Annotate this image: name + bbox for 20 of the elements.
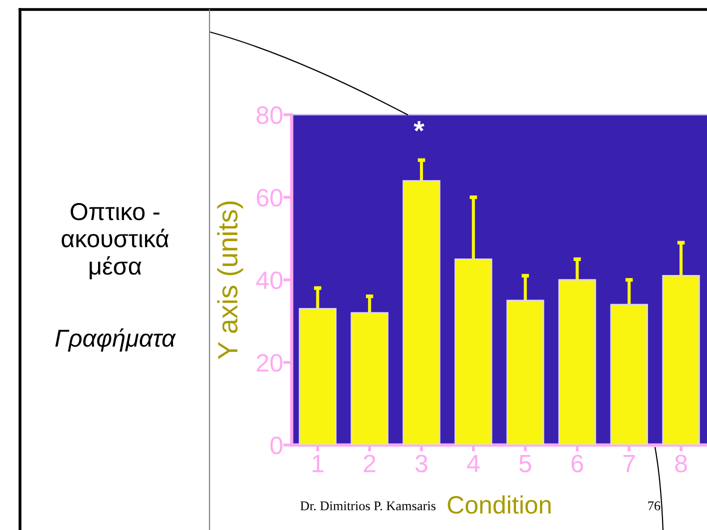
annotation: * — [414, 121, 424, 132]
x-tick-label: 2 — [364, 454, 376, 472]
text: Οπτικο - ακουστικά μέσα — [62, 203, 169, 280]
x-axis-title: Condition — [448, 495, 551, 514]
y-tick-label: 0 — [270, 436, 282, 454]
y-tick-label: 80 — [256, 106, 282, 124]
y-tick-label: 40 — [256, 271, 282, 290]
y-axis-title: Y axis (units) — [217, 202, 244, 360]
x-tick-label: 5 — [519, 454, 532, 472]
x-tick-label: 4 — [467, 454, 480, 472]
text: Dr. Dimitrios P. Kamsaris — [300, 501, 436, 510]
x-tick-label: 6 — [572, 454, 584, 472]
x-tick-label: 3 — [415, 454, 428, 472]
x-tick-label: 8 — [675, 454, 687, 472]
y-tick-label: 20 — [256, 354, 282, 372]
y-tick-label: 60 — [256, 188, 282, 207]
x-tick-label: 7 — [623, 454, 635, 472]
text: 76 — [648, 501, 660, 510]
text: Γραφήματα — [55, 328, 176, 352]
x-tick-label: 1 — [312, 454, 324, 472]
